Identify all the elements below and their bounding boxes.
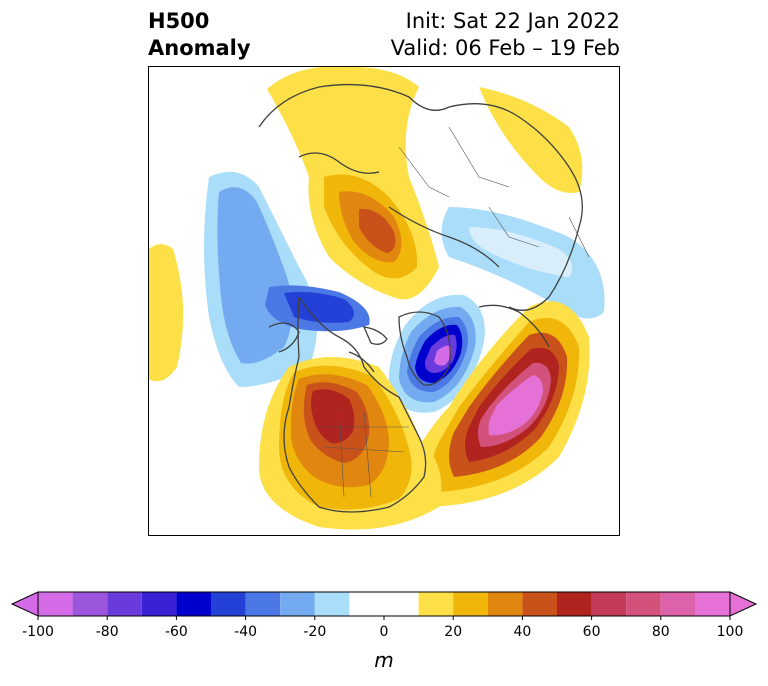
colorbar-units: m <box>374 648 394 672</box>
colorbar-tick-label: 80 <box>652 624 670 640</box>
colorbar: -100 -80 -60 -40 -20 0 20 40 60 80 100 <box>10 588 758 648</box>
anomaly-shading <box>149 67 605 530</box>
colorbar-bin <box>522 592 557 616</box>
colorbar-bin <box>695 592 730 616</box>
colorbar-bin <box>557 592 592 616</box>
title-line-2: Anomaly <box>148 36 251 60</box>
colorbar-tick-label: 40 <box>513 624 531 640</box>
colorbar-tick-label: 60 <box>583 624 601 640</box>
anomaly-map <box>148 66 620 536</box>
country-borders <box>319 126 590 498</box>
colorbar-bin <box>211 592 246 616</box>
colorbar-bin <box>72 592 108 616</box>
colorbar-tick-label: -40 <box>234 624 257 640</box>
init-date: Init: Sat 22 Jan 2022 <box>405 9 620 33</box>
colorbar-bin <box>349 592 419 616</box>
colorbar-tick-label: -80 <box>96 624 119 640</box>
coastlines <box>258 83 583 513</box>
title-line-1: H500 <box>148 9 210 33</box>
anomaly-map-graphic <box>149 67 605 530</box>
colorbar-bin <box>314 592 350 616</box>
colorbar-bin <box>487 592 523 616</box>
colorbar-bin <box>453 592 488 616</box>
colorbar-tick-label: -20 <box>303 624 326 640</box>
colorbar-bin <box>280 592 315 616</box>
colorbar-tick-label: -100 <box>22 624 54 640</box>
colorbar-bin <box>418 592 454 616</box>
colorbar-bin <box>591 592 627 616</box>
colorbar-bin <box>176 592 211 616</box>
map-dates: Init: Sat 22 Jan 2022 Valid: 06 Feb – 19… <box>391 8 620 62</box>
colorbar-graphic: -100 -80 -60 -40 -20 0 20 40 60 80 100 <box>10 591 758 640</box>
colorbar-tick-label: 20 <box>444 624 462 640</box>
valid-range: Valid: 06 Feb – 19 Feb <box>390 36 620 60</box>
map-title: H500 Anomaly <box>148 8 251 62</box>
colorbar-bin <box>107 592 142 616</box>
colorbar-extend-max <box>729 591 758 617</box>
colorbar-bin <box>245 592 281 616</box>
colorbar-tick-label: 100 <box>717 624 744 640</box>
colorbar-extend-min <box>10 591 39 617</box>
colorbar-bin <box>141 592 177 616</box>
colorbar-tick-label: -60 <box>165 624 188 640</box>
colorbar-bin <box>38 592 73 616</box>
colorbar-tick-label: 0 <box>380 624 389 640</box>
colorbar-bin <box>626 592 661 616</box>
colorbar-bin <box>660 592 696 616</box>
